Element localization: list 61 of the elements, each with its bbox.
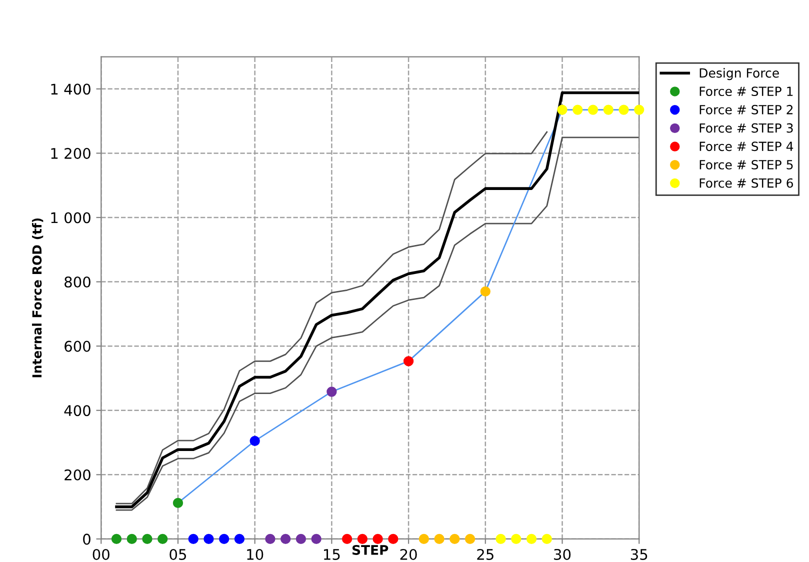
y-tick-label: 400	[64, 405, 90, 416]
legend-label: Force # STEP 4	[700, 142, 794, 152]
point	[111, 534, 122, 544]
legend-label: Force # STEP 3	[700, 123, 793, 133]
y-tick-label: 1 400	[51, 84, 90, 95]
x-tick-label: 30	[554, 548, 571, 560]
point	[588, 104, 598, 115]
point	[158, 534, 168, 544]
legend-label: Force # STEP 5	[700, 160, 793, 170]
legend-label: Force # STEP 2	[700, 104, 793, 114]
point	[172, 498, 184, 508]
point	[450, 534, 460, 544]
point	[388, 534, 398, 544]
y-tick-label: 600	[64, 340, 90, 352]
point	[126, 534, 137, 544]
x-tick-label: 10	[247, 548, 264, 560]
x-tick-label: 15	[324, 549, 340, 560]
y-tick-label: 200	[64, 469, 90, 480]
x-axis-title: STEP	[352, 544, 388, 555]
point	[265, 534, 276, 544]
point	[603, 104, 614, 115]
point	[250, 436, 260, 446]
point	[418, 534, 430, 544]
point	[542, 534, 552, 544]
point	[634, 104, 644, 115]
legend-label: Force # STEP 1	[700, 86, 793, 96]
point	[357, 534, 368, 544]
point	[464, 534, 476, 544]
point	[188, 534, 198, 544]
y-tick-label: 800	[64, 276, 90, 288]
x-tick-label: 05	[170, 548, 186, 560]
y-tick-label: 1 000	[51, 212, 90, 224]
point	[142, 534, 152, 544]
point	[326, 386, 337, 397]
point	[296, 534, 306, 544]
point	[342, 534, 352, 544]
point	[511, 534, 522, 544]
point	[526, 534, 537, 544]
point	[572, 104, 583, 115]
point	[496, 534, 506, 544]
point	[372, 534, 383, 544]
point	[311, 534, 322, 544]
legend-label: Design Force	[700, 68, 779, 80]
point	[219, 534, 230, 544]
point	[434, 534, 444, 544]
point	[480, 286, 490, 297]
y-axis-title: Internal Force ROD (tf)	[32, 218, 44, 378]
y-tick-label: 1 200	[51, 148, 90, 159]
line-series	[116, 131, 548, 504]
point	[280, 534, 291, 544]
x-tick-label: 00	[92, 548, 110, 560]
y-tick-label: 0	[83, 534, 90, 545]
point	[618, 104, 629, 115]
point	[234, 534, 245, 544]
x-tick-label: 35	[630, 548, 648, 560]
x-tick-label: 20	[400, 548, 417, 560]
legend-label: Force # STEP 6	[700, 178, 793, 188]
point	[403, 356, 414, 366]
point	[557, 104, 568, 115]
point	[204, 534, 214, 544]
x-tick-label: 25	[477, 548, 494, 560]
